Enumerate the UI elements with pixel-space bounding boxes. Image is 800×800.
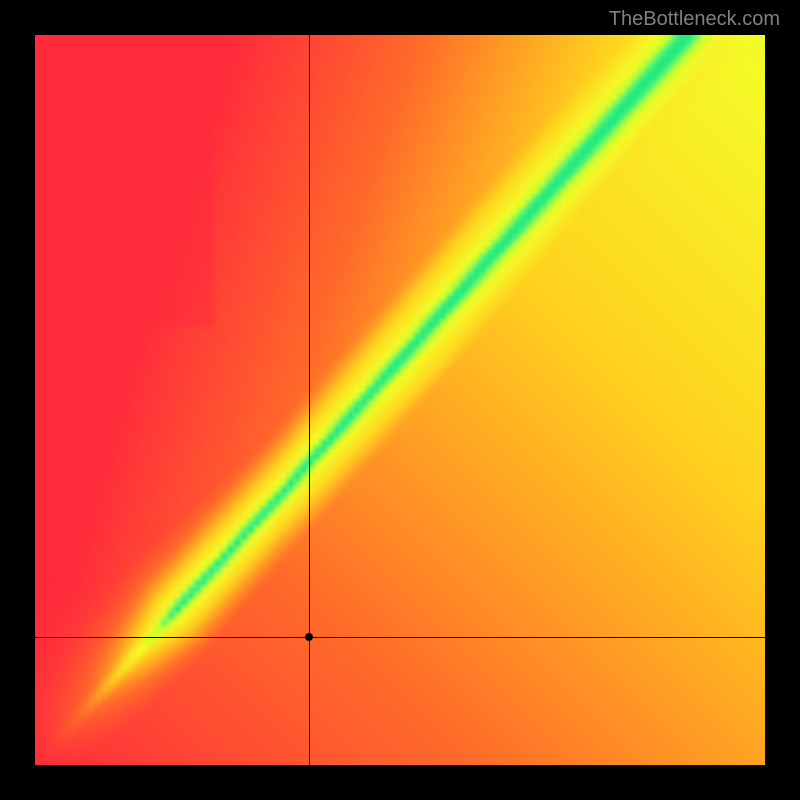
marker-point [305, 633, 313, 641]
crosshair-vertical [309, 35, 310, 765]
crosshair-horizontal [35, 637, 765, 638]
watermark: TheBottleneck.com [609, 8, 780, 31]
heatmap-canvas [35, 35, 765, 765]
bottleneck-heatmap [35, 35, 765, 765]
